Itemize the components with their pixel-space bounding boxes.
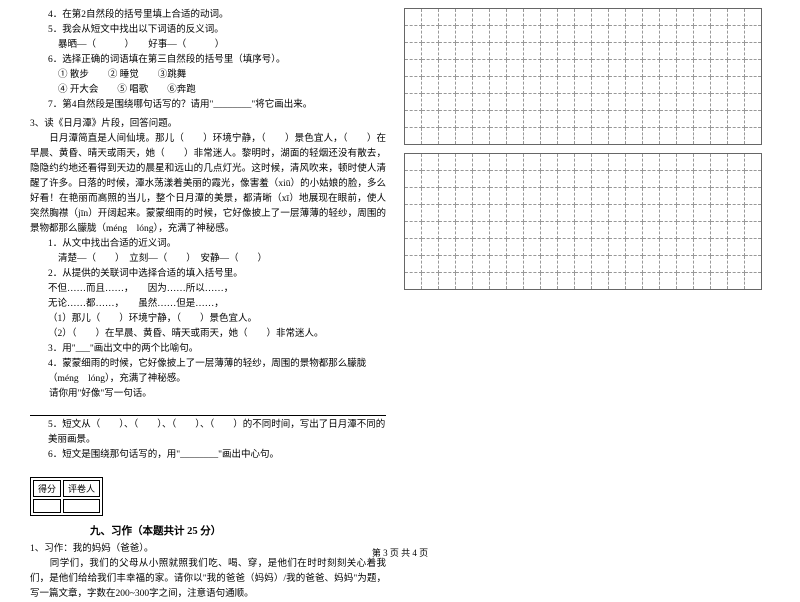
page-footer: 第 3 页 共 4 页: [0, 546, 800, 559]
q5a: 暴晒—（ ） 好事—（ ）: [30, 38, 386, 53]
answer-line[interactable]: [30, 404, 386, 416]
writing-grid-2[interactable]: [404, 153, 774, 290]
grader-cell[interactable]: [63, 499, 100, 513]
sq5: 5．短文从（ ）、（ ）、（ ）、（ ）的不同时间，写出了日月潭不同的美丽画景。: [30, 418, 386, 448]
sq4: 4．蒙蒙细雨的时候，它好像披上了一层薄薄的轻纱，周围的景物都那么朦胧（méng …: [30, 357, 386, 387]
grader-header: 评卷人: [63, 480, 100, 497]
score-cell[interactable]: [33, 499, 61, 513]
sq1: 1．从文中找出合适的近义词。: [30, 237, 386, 252]
left-column: 4．在第2自然段的括号里填上合适的动词。 5．我会从短文中找出以下词语的反义词。…: [0, 0, 396, 540]
writing-grid-1[interactable]: [404, 8, 774, 145]
sq2: 2．从提供的关联词中选择合适的填入括号里。: [30, 267, 386, 282]
sq2a: 不但……而且……， 因为……所以……，: [30, 282, 386, 297]
sq6: 6．短文是围绕那句话写的，用"________"画出中心句。: [30, 448, 386, 463]
q6: 6．选择正确的词语填在第三自然段的括号里（填序号）。: [30, 53, 386, 68]
w1-body: 同学们，我们的父母从小照就照我们吃、喝、穿，是他们在时时刻刻关心着我们，是他们给…: [30, 557, 386, 602]
p3-body: 日月潭简直是人间仙境。那儿（ ）环境宁静，（ ）景色宜人，（ ）在早晨、黄昏、晴…: [30, 132, 386, 237]
q7: 7．第4自然段是围绕哪句话写的？请用"________"将它画出来。: [30, 98, 386, 113]
right-column: [396, 0, 794, 540]
section-nine-title: 九、习作（本题共计 25 分）: [90, 523, 386, 538]
q6b: ④ 开大会 ⑤ 唱歌 ⑥奔跑: [30, 83, 386, 98]
score-table: 得分 评卷人: [30, 477, 103, 516]
sq1a: 清楚—（ ） 立刻—（ ） 安静—（ ）: [30, 252, 386, 267]
p3-intro: 3、读《日月潭》片段，回答问题。: [30, 117, 386, 132]
sq2b: 无论……都……， 虽然……但是……，: [30, 297, 386, 312]
q4: 4．在第2自然段的括号里填上合适的动词。: [30, 8, 386, 23]
sq4a: 请你用"好像"写一句话。: [30, 387, 386, 402]
sq2d: （2）（ ）在早晨、黄昏、晴天或雨天，她（ ）非常迷人。: [30, 327, 386, 342]
q6a: ① 散步 ② 睡觉 ③跳舞: [30, 68, 386, 83]
sq3: 3．用"___"画出文中的两个比喻句。: [30, 342, 386, 357]
q5: 5．我会从短文中找出以下词语的反义词。: [30, 23, 386, 38]
score-header: 得分: [33, 480, 61, 497]
sq2c: （1）那儿（ ）环境宁静，（ ）景色宜人。: [30, 312, 386, 327]
